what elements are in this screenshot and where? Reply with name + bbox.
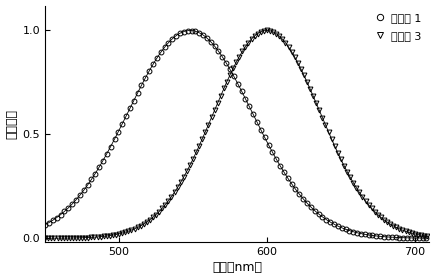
配合物 1 — [408, 236, 413, 240]
配合物 1 — [396, 236, 401, 239]
Legend: 配合物 1, 配合物 3: 配合物 1, 配合物 3 — [372, 11, 423, 43]
配合物 1 — [131, 99, 136, 102]
配合物 1 — [43, 223, 48, 226]
配合物 1 — [115, 130, 121, 133]
Y-axis label: 发射强度: 发射强度 — [6, 109, 19, 139]
配合物 3 — [132, 227, 137, 230]
配合物 3 — [264, 29, 269, 32]
X-axis label: 波长（nm）: 波长（nm） — [212, 262, 262, 274]
配合物 1 — [273, 157, 278, 161]
配合物 3 — [282, 41, 287, 45]
配合物 3 — [365, 203, 370, 207]
Line: 配合物 3: 配合物 3 — [43, 28, 429, 241]
配合物 3 — [141, 222, 146, 226]
配合物 3 — [424, 234, 429, 238]
配合物 3 — [402, 230, 407, 233]
配合物 1 — [242, 97, 247, 101]
配合物 1 — [423, 236, 428, 240]
Line: 配合物 1: 配合物 1 — [43, 28, 428, 241]
配合物 1 — [188, 29, 194, 32]
配合物 3 — [43, 237, 48, 240]
配合物 3 — [375, 213, 380, 216]
